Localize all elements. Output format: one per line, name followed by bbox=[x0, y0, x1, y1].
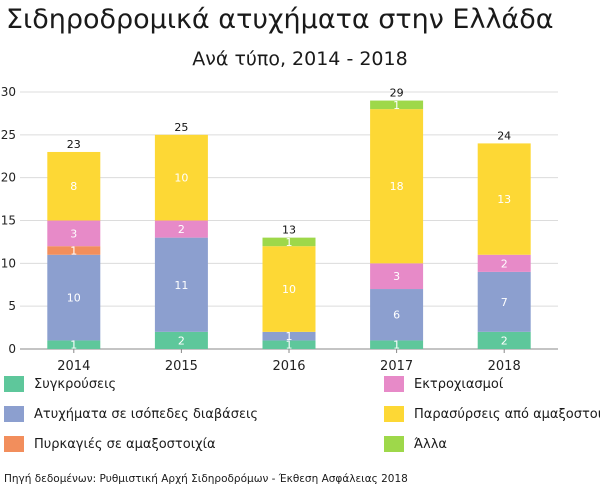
bar-segment bbox=[154, 220, 208, 238]
bar-segment-label: 3 bbox=[70, 227, 77, 240]
bar-segment-label: 6 bbox=[393, 309, 400, 322]
bar-segment bbox=[370, 109, 424, 264]
bar-total-label: 29 bbox=[390, 87, 404, 100]
bar-segment bbox=[262, 246, 316, 332]
legend-item-struck-by-train: Παρασύρσεις από αμαξοστοιχίες bbox=[384, 406, 600, 422]
legend-swatch-train-fires bbox=[4, 436, 24, 452]
legend-label-struck-by-train: Παρασύρσεις από αμαξοστοιχίες bbox=[414, 406, 600, 422]
bar-segment-label: 7 bbox=[501, 296, 508, 309]
bar-segment-label: 1 bbox=[70, 339, 77, 352]
legend-swatch-other bbox=[384, 436, 404, 452]
bar-segment-label: 1 bbox=[393, 339, 400, 352]
bar-segment-label: 1 bbox=[393, 99, 400, 112]
legend-item-collisions: Συγκρούσεις bbox=[4, 376, 116, 392]
y-tick-label: 0 bbox=[8, 342, 16, 356]
bar-segment-label: 8 bbox=[70, 180, 77, 193]
bar-segment-label: 13 bbox=[497, 193, 511, 206]
bar-segment-label: 1 bbox=[286, 339, 293, 352]
bar-segment bbox=[262, 331, 316, 341]
legend-label-train-fires: Πυρκαγιές σε αμαξοστοιχία bbox=[34, 436, 216, 452]
chart-subtitle: Ανά τύπο, 2014 - 2018 bbox=[192, 48, 408, 70]
legend-item-train-fires: Πυρκαγιές σε αμαξοστοιχία bbox=[4, 436, 216, 452]
y-tick-label: 20 bbox=[1, 171, 16, 185]
bar-segment-label: 2 bbox=[178, 334, 185, 347]
bar-segment bbox=[154, 237, 208, 332]
legend-item-level-crossings: Ατυχήματα σε ισόπεδες διαβάσεις bbox=[4, 406, 258, 422]
bar-segment-label: 18 bbox=[390, 180, 404, 193]
bar-segment bbox=[47, 340, 101, 349]
bar-segment-label: 2 bbox=[501, 334, 508, 347]
bar-segment bbox=[477, 254, 531, 272]
bar-segment-label: 2 bbox=[501, 257, 508, 270]
bar-segment bbox=[262, 340, 316, 349]
data-source-note: Πηγή δεδομένων: Ρυθμιστική Αρχή Σιδηροδρ… bbox=[4, 473, 408, 485]
legend-label-other: Άλλα bbox=[414, 436, 447, 452]
y-tick-label: 25 bbox=[1, 128, 16, 142]
bar-segment-label: 11 bbox=[174, 279, 188, 292]
bar-segment-label: 1 bbox=[286, 330, 293, 343]
y-tick-label: 30 bbox=[1, 85, 16, 99]
x-tick-label: 2016 bbox=[272, 359, 305, 374]
bar-segment bbox=[370, 340, 424, 349]
bar-total-label: 23 bbox=[67, 138, 81, 151]
legend-swatch-struck-by-train bbox=[384, 406, 404, 422]
legend-swatch-level-crossings bbox=[4, 406, 24, 422]
stacked-bar-chart: 0510152025301101382320142112102520151110… bbox=[1, 85, 558, 374]
bar-total-label: 25 bbox=[174, 121, 188, 134]
bar-segment-label: 10 bbox=[67, 292, 81, 305]
bar-segment bbox=[47, 254, 101, 341]
legend-label-level-crossings: Ατυχήματα σε ισόπεδες διαβάσεις bbox=[34, 406, 259, 422]
bar-segment-label: 1 bbox=[70, 244, 77, 257]
y-tick-label: 10 bbox=[1, 256, 16, 270]
x-tick-label: 2018 bbox=[488, 359, 521, 374]
bar-segment bbox=[154, 134, 208, 221]
bar-segment-label: 3 bbox=[393, 270, 400, 283]
chart-title: Σιδηροδρομικά ατυχήματα στην Ελλάδα bbox=[6, 4, 554, 35]
legend-label-collisions: Συγκρούσεις bbox=[34, 376, 117, 392]
legend-label-derailments: Εκτροχιασμοί bbox=[414, 376, 504, 392]
legend: Συγκρούσεις Ατυχήματα σε ισόπεδες διαβάσ… bbox=[0, 376, 600, 466]
x-tick-label: 2014 bbox=[57, 359, 90, 374]
bar-segment bbox=[477, 271, 531, 332]
bar-segment bbox=[370, 263, 424, 290]
legend-swatch-derailments bbox=[384, 376, 404, 392]
bar-segment-label: 10 bbox=[282, 283, 296, 296]
y-tick-label: 15 bbox=[1, 214, 16, 228]
bar-total-label: 24 bbox=[497, 129, 511, 142]
legend-item-other: Άλλα bbox=[384, 436, 447, 452]
bar-segment bbox=[477, 331, 531, 349]
x-tick-label: 2015 bbox=[165, 359, 198, 374]
legend-item-derailments: Εκτροχιασμοί bbox=[384, 376, 503, 392]
bar-segment-label: 1 bbox=[286, 236, 293, 249]
bar-segment bbox=[370, 100, 424, 110]
x-tick-label: 2017 bbox=[380, 359, 413, 374]
bar-segment bbox=[262, 237, 316, 247]
bar-segment bbox=[154, 331, 208, 349]
bar-segment bbox=[47, 220, 101, 247]
bar-segment bbox=[477, 143, 531, 255]
bar-segment-label: 10 bbox=[174, 172, 188, 185]
bar-segment bbox=[47, 246, 101, 255]
legend-swatch-collisions bbox=[4, 376, 24, 392]
y-tick-label: 5 bbox=[8, 299, 16, 313]
bar-segment bbox=[370, 289, 424, 341]
bar-total-label: 13 bbox=[282, 224, 296, 237]
bar-segment bbox=[47, 151, 101, 221]
bar-segment-label: 2 bbox=[178, 223, 185, 236]
